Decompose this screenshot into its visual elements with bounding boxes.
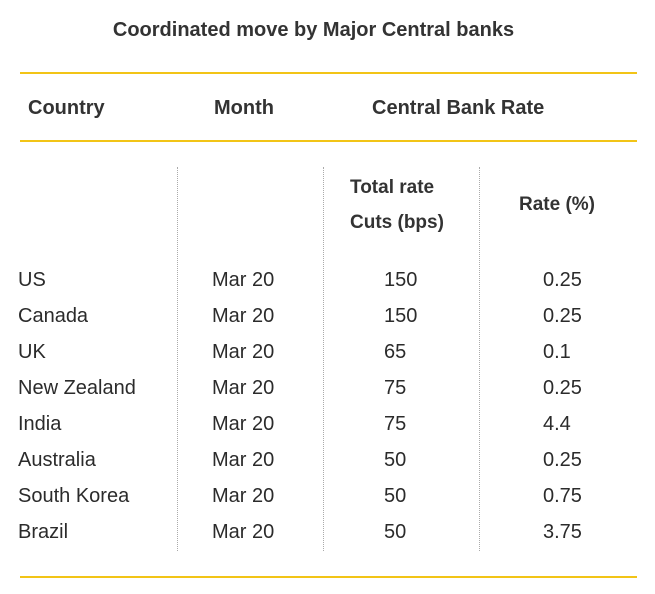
- subheader-cell: Rate (%): [519, 194, 596, 215]
- table-cell: India: [18, 413, 62, 435]
- table-cell: 0.25: [543, 305, 582, 327]
- column-divider: [479, 167, 480, 551]
- table-cell: Mar 20: [212, 377, 275, 399]
- header-cell: Month: [214, 97, 274, 119]
- header-cell: Central Bank Rate: [372, 97, 545, 119]
- table-cell: New Zealand: [18, 377, 136, 399]
- rule: [20, 72, 637, 74]
- table-cell: Mar 20: [212, 269, 275, 291]
- table-cell: Canada: [18, 305, 89, 327]
- column-divider: [323, 167, 324, 551]
- table-cell: 50: [384, 449, 407, 471]
- table-cell: 0.75: [543, 485, 582, 507]
- table-cell: Mar 20: [212, 413, 275, 435]
- table-cell: Brazil: [18, 521, 69, 543]
- table-cell: UK: [18, 341, 46, 363]
- subheader-cell: Total rate Cuts (bps): [350, 177, 444, 233]
- rule: [20, 576, 637, 578]
- table-cell: 0.1: [543, 341, 571, 363]
- column-divider: [177, 167, 178, 551]
- table-cell: 150: [384, 269, 418, 291]
- table-cell: Mar 20: [212, 341, 275, 363]
- table-cell: 0.25: [543, 377, 582, 399]
- table-cell: 3.75: [543, 521, 582, 543]
- table-cell: 150: [384, 305, 418, 327]
- table-cell: South Korea: [18, 485, 130, 507]
- table-cell: 4.4: [543, 413, 571, 435]
- header-cell: Country: [28, 97, 105, 119]
- table-cell: 50: [384, 485, 407, 507]
- table-cell: 0.25: [543, 449, 582, 471]
- table-cell: Mar 20: [212, 485, 275, 507]
- table-cell: Mar 20: [212, 305, 275, 327]
- table-cell: Mar 20: [212, 521, 275, 543]
- table-cell: 50: [384, 521, 407, 543]
- table-cell: 75: [384, 413, 407, 435]
- table-cell: 0.25: [543, 269, 582, 291]
- table-cell: Mar 20: [212, 449, 275, 471]
- table-cell: US: [18, 269, 46, 291]
- rule: [20, 140, 637, 142]
- table-cell: 65: [384, 341, 407, 363]
- table-cell: 75: [384, 377, 407, 399]
- table-cell: Australia: [18, 449, 96, 471]
- title: Coordinated move by Major Central banks: [112, 19, 515, 41]
